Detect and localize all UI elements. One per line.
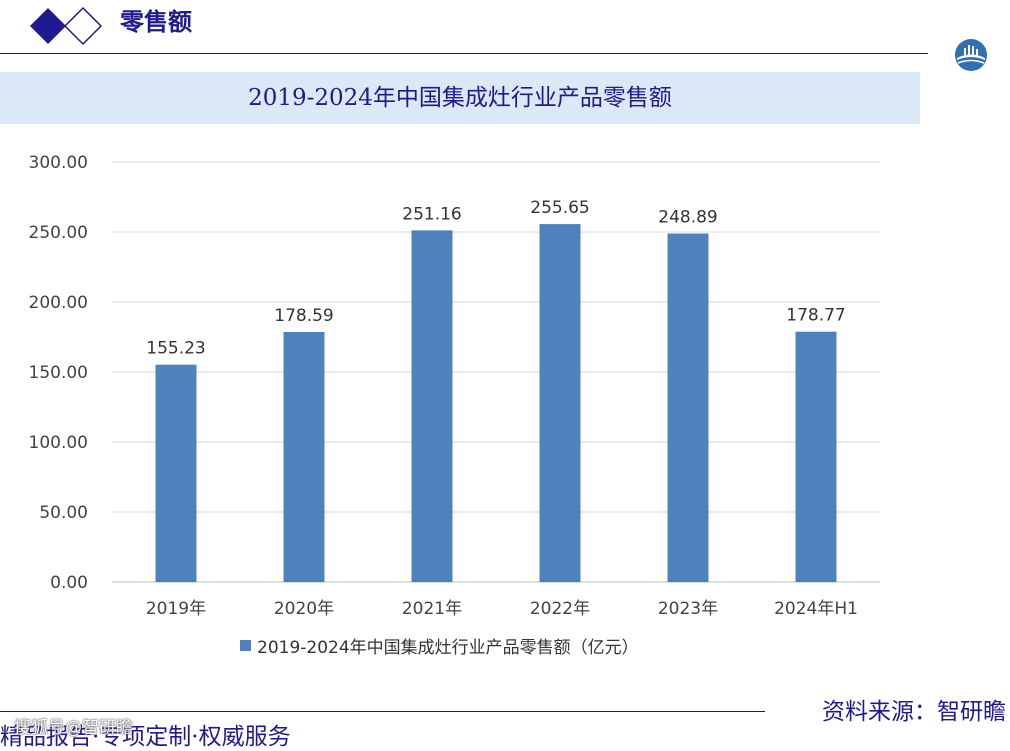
chart-title: 2019-2024年中国集成灶行业产品零售额: [248, 85, 672, 111]
x-tick-label: 2020年: [274, 599, 334, 619]
x-tick-label: 2022年: [530, 599, 590, 619]
y-tick-label: 0.00: [50, 573, 88, 593]
bar: [539, 224, 581, 582]
source-note: 资料来源：智研瞻: [822, 699, 1006, 725]
footer-slogan: 精品报告·专项定制·权威服务: [0, 724, 291, 750]
y-tick-label: 150.00: [29, 363, 88, 383]
legend-label: 2019-2024年中国集成灶行业产品零售额（亿元）: [257, 638, 639, 658]
x-tick-label: 2019年: [146, 599, 206, 619]
data-label: 155.23: [146, 339, 205, 359]
chart-title-banner: 2019-2024年中国集成灶行业产品零售额: [0, 72, 920, 124]
data-label: 251.16: [402, 204, 461, 224]
y-tick-label: 300.00: [29, 153, 88, 173]
data-label: 255.65: [530, 198, 589, 218]
company-logo-icon: [955, 39, 987, 71]
bar: [411, 230, 453, 582]
bar: [795, 331, 837, 582]
header-divider: [0, 53, 928, 54]
data-label: 248.89: [658, 208, 717, 228]
y-tick-label: 200.00: [29, 293, 88, 313]
data-label: 178.59: [274, 306, 333, 326]
chart-legend: 2019-2024年中国集成灶行业产品零售额（亿元）: [240, 633, 639, 658]
data-label: 178.77: [786, 306, 845, 326]
x-tick-label: 2024年H1: [774, 599, 858, 619]
watermark-text: 搜狐号@智研瞻: [14, 718, 133, 738]
footer-divider: [0, 711, 765, 712]
page-title: 零售额: [120, 7, 192, 36]
y-tick-label: 50.00: [39, 503, 88, 523]
y-tick-label: 250.00: [29, 223, 88, 243]
x-tick-label: 2021年: [402, 599, 462, 619]
x-tick-label: 2023年: [658, 599, 718, 619]
bar: [155, 364, 197, 582]
legend-swatch: [240, 640, 251, 651]
header-diamond-icon: [30, 6, 103, 46]
bar-chart: 0.00 50.00 100.00 150.00 200.00 250.00 300.00 1…: [29, 153, 880, 619]
y-tick-label: 100.00: [29, 433, 88, 453]
bar: [283, 331, 325, 582]
bar: [667, 233, 709, 582]
